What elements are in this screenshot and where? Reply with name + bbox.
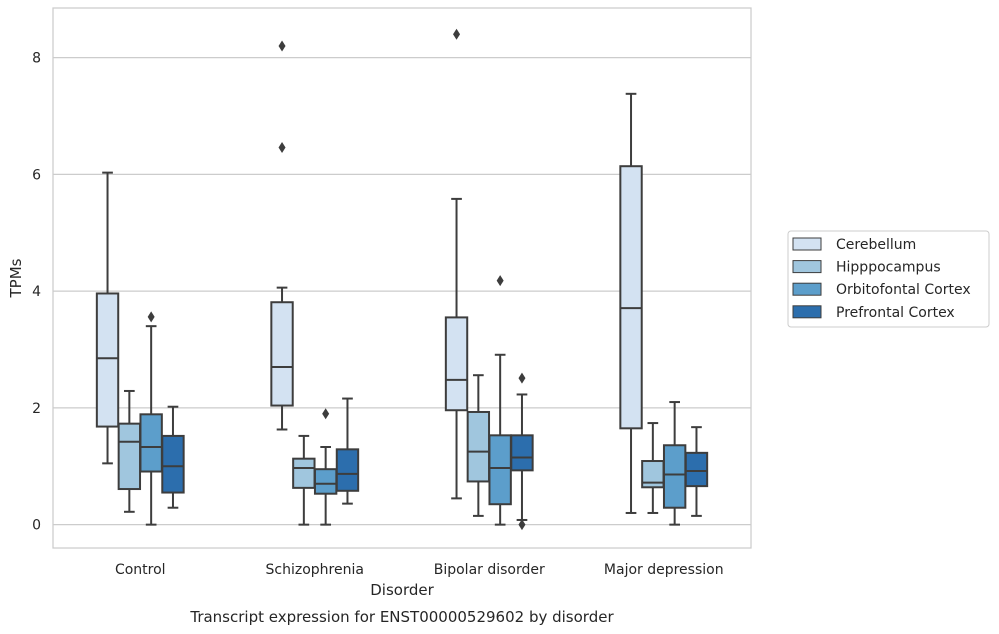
y-axis-ticks: 0 2 4 6 8 xyxy=(32,51,41,534)
box-iqr xyxy=(161,434,185,494)
legend-swatch xyxy=(792,282,822,296)
box-iqr xyxy=(684,451,709,488)
y-tick-label: 8 xyxy=(32,51,41,67)
x-tick-label: Major depression xyxy=(604,562,724,578)
box-iqr xyxy=(313,468,338,495)
box-prefrontal-cortex xyxy=(510,372,534,531)
boxes-layer xyxy=(95,28,709,531)
box-iqr xyxy=(444,316,469,412)
plot-frame xyxy=(52,7,752,549)
chart-caption: Transcript expression for ENST0000052960… xyxy=(189,608,614,626)
y-axis-title: TPMs xyxy=(7,258,25,298)
box-iqr xyxy=(335,448,360,492)
legend-swatch xyxy=(792,260,822,274)
legend-label: Cerebellum xyxy=(836,237,916,253)
outlier-point xyxy=(518,372,526,384)
y-tick-label: 6 xyxy=(32,167,41,183)
outlier-point xyxy=(147,311,155,323)
x-tick-label: Bipolar disorder xyxy=(434,562,545,578)
box-prefrontal-cortex xyxy=(684,426,709,517)
outlier-point xyxy=(322,408,330,420)
box-cerebellum xyxy=(619,92,643,514)
legend-swatch xyxy=(792,305,822,319)
box-orbitofontal-cortex xyxy=(488,275,512,526)
box-iqr xyxy=(510,434,534,472)
x-tick-label: Control xyxy=(115,562,166,578)
box-iqr xyxy=(117,422,142,491)
box-prefrontal-cortex xyxy=(335,397,360,505)
box-iqr xyxy=(466,410,491,483)
box-iqr xyxy=(139,413,163,473)
box-iqr xyxy=(488,434,512,506)
x-tick-label: Schizophrenia xyxy=(266,562,364,578)
box-orbitofontal-cortex xyxy=(662,401,687,526)
legend: Cerebellum Hipppocampus Orbitofontal Corte… xyxy=(787,230,990,328)
outlier-point xyxy=(518,519,526,531)
box-hipppocampus xyxy=(292,434,316,526)
outlier-point xyxy=(278,142,286,154)
legend-frame xyxy=(787,230,990,328)
box-hipppocampus xyxy=(641,422,665,514)
box-orbitofontal-cortex xyxy=(313,408,338,526)
box-prefrontal-cortex xyxy=(161,405,185,509)
y-tick-label: 0 xyxy=(32,518,41,534)
box-cerebellum xyxy=(444,28,469,500)
box-iqr xyxy=(95,292,120,428)
legend-label: Prefrontal Cortex xyxy=(836,305,955,321)
box-iqr xyxy=(270,301,294,407)
box-orbitofontal-cortex xyxy=(139,311,163,526)
y-tick-label: 4 xyxy=(32,284,41,300)
x-axis-ticks: Control Schizophrenia Bipolar disorder Majo… xyxy=(115,562,724,578)
x-axis-title: Disorder xyxy=(370,581,434,599)
outlier-point xyxy=(453,28,461,40)
box-iqr xyxy=(619,165,643,430)
box-cerebellum xyxy=(270,40,294,431)
box-hipppocampus xyxy=(117,389,142,513)
box-hipppocampus xyxy=(466,374,491,517)
legend-label: Hipppocampus xyxy=(836,260,941,276)
legend-label: Orbitofontal Cortex xyxy=(836,282,971,298)
box-cerebellum xyxy=(95,171,120,465)
box-iqr xyxy=(292,457,316,489)
outlier-point xyxy=(278,40,286,52)
outlier-point xyxy=(496,275,504,287)
legend-swatch xyxy=(792,237,822,251)
y-tick-label: 2 xyxy=(32,401,41,417)
box-iqr xyxy=(662,444,687,509)
